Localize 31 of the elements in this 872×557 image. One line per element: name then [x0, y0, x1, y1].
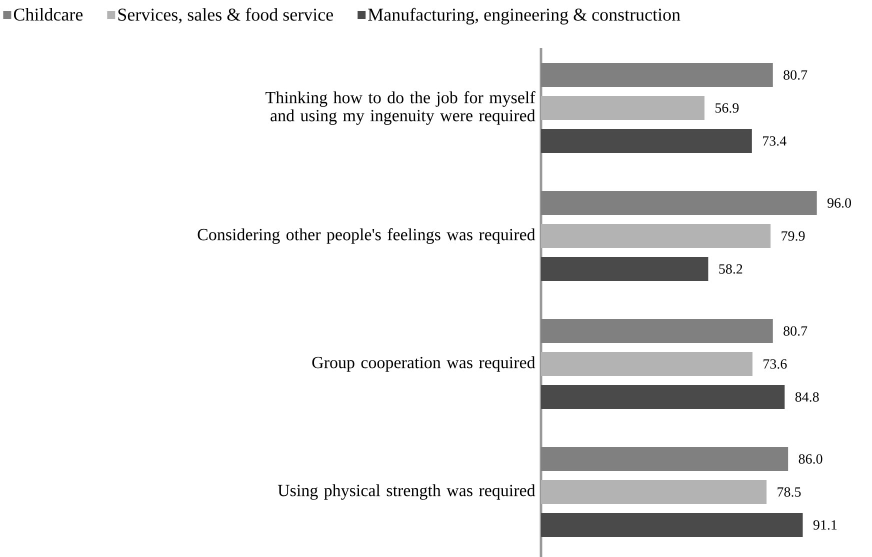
- data-label: 91.1: [813, 520, 837, 530]
- data-label: 58.2: [719, 264, 742, 274]
- bar: [541, 352, 752, 376]
- data-label: 79.9: [782, 231, 805, 241]
- bar: [541, 191, 817, 215]
- y-tick-label: Group cooperation was required: [312, 356, 536, 372]
- bar: [541, 385, 785, 410]
- bar: [541, 129, 752, 153]
- bar: [541, 257, 708, 281]
- data-label: 80.7: [784, 70, 808, 80]
- y-tick-label: Using physical strength was required: [278, 484, 536, 500]
- bar: [541, 447, 788, 472]
- legend-label: Manufacturing, engineering & construction: [368, 8, 680, 24]
- bar: [541, 319, 773, 344]
- data-label: 73.6: [764, 359, 787, 369]
- bar: [541, 513, 803, 538]
- legend-label: Services, sales & food service: [118, 8, 333, 24]
- bar: [541, 63, 773, 87]
- bar: [541, 224, 771, 248]
- data-label: 86.0: [798, 454, 822, 464]
- bar: [541, 96, 704, 120]
- data-label: 78.5: [778, 487, 801, 497]
- data-label: 84.8: [795, 392, 819, 402]
- y-tick-label: Thinking how to do the job for myself and using my ingenuity were required: [266, 91, 536, 125]
- data-label: 56.9: [716, 103, 739, 113]
- data-label: 73.4: [763, 136, 786, 146]
- data-label: 96.0: [827, 198, 851, 208]
- legend-label: Childcare: [14, 8, 83, 21]
- y-tick-label: Considering other people's feelings was required: [198, 228, 536, 244]
- data-label: 80.7: [784, 326, 808, 336]
- bar: [541, 480, 767, 504]
